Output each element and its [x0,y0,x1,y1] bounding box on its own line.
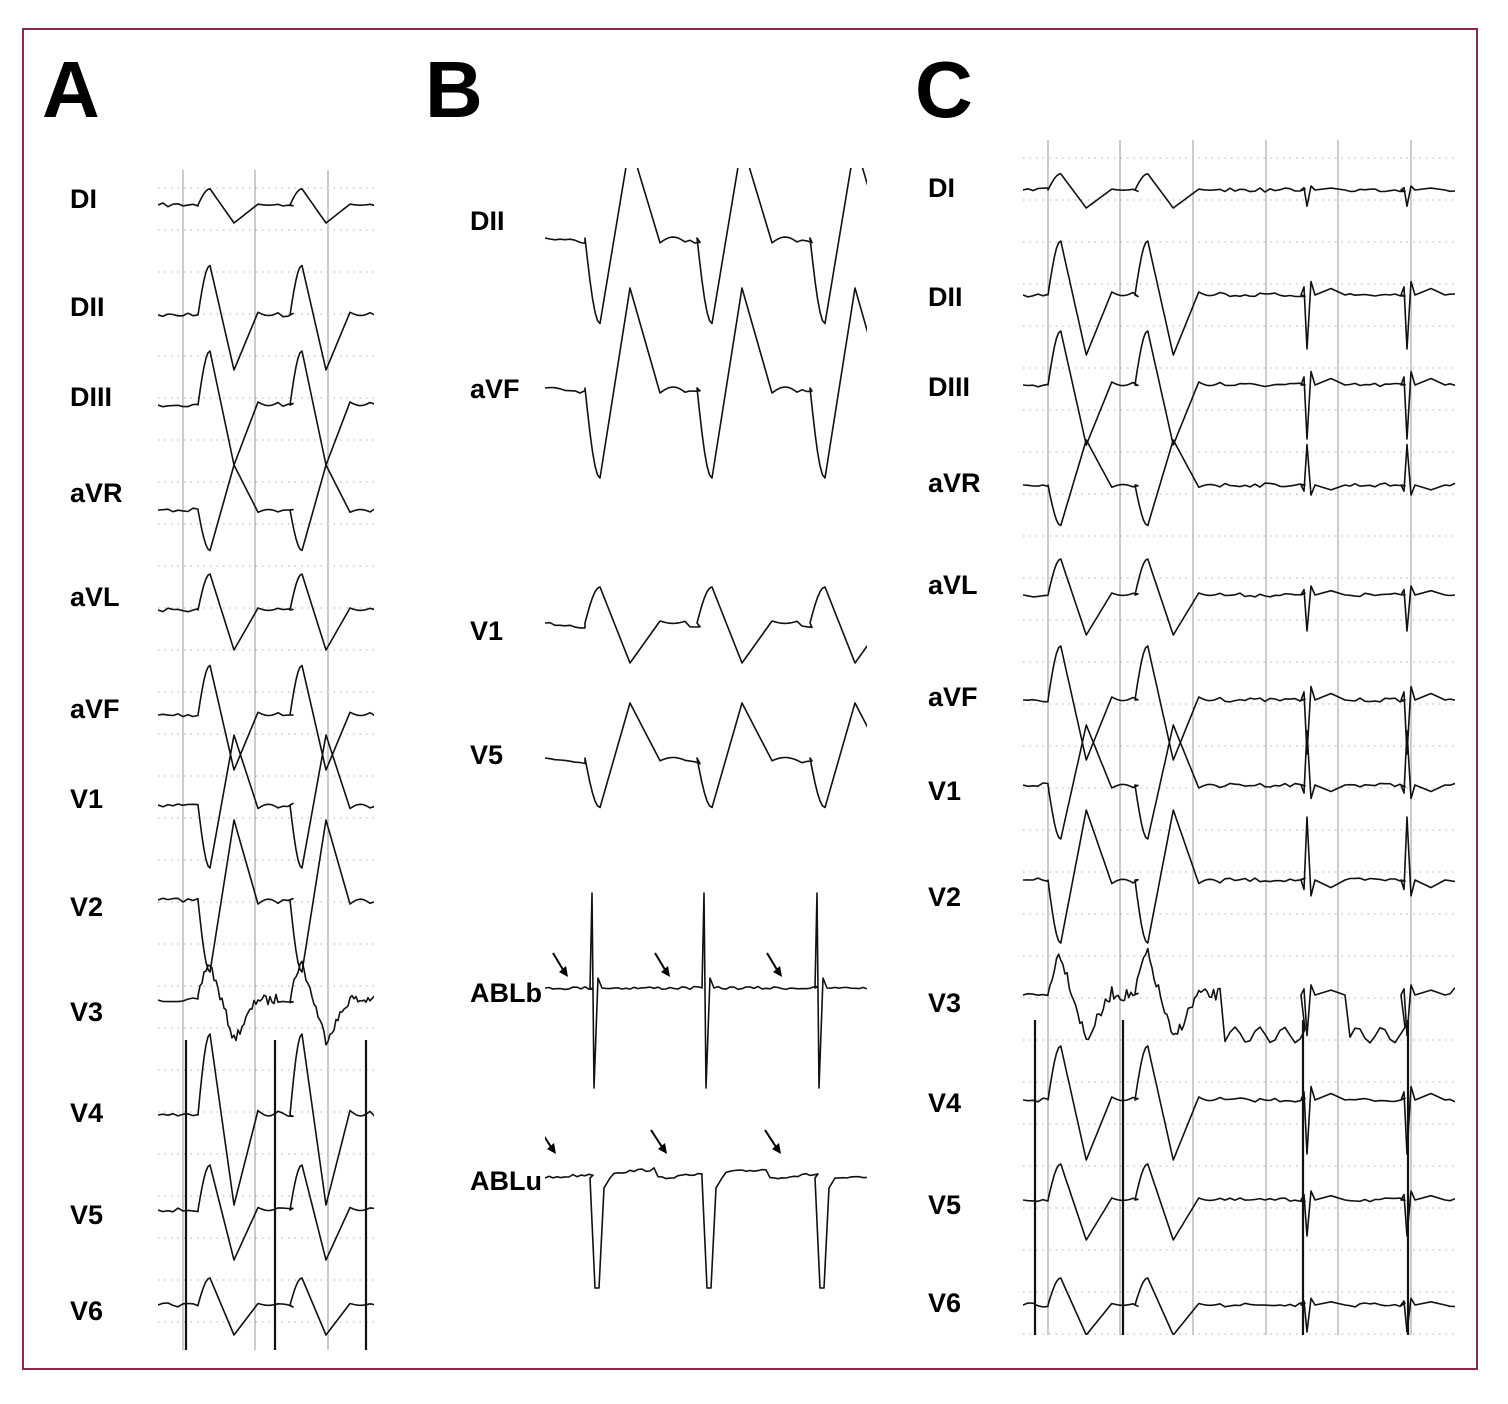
panel-a-trace-v1 [158,734,374,869]
panel-b-lead-label-ablu: ABLu [470,1166,542,1196]
panel-a-trace-avr [158,464,374,552]
panel-b-lead-label-v5: V5 [470,740,504,770]
panel-a-lead-label-v3: V3 [70,997,104,1027]
panel-a-lead-label-v4: V4 [70,1098,104,1128]
panel-a-trace-v6 [158,1277,374,1336]
panel-b-lead-label-v1: V1 [470,616,504,646]
panel-c-trace-dii [1023,240,1455,356]
panel-a-lead-label-diii: DIII [70,382,113,412]
panel-a-lead-label-avr: aVR [70,478,123,508]
panel-a-trace-diii [158,350,374,466]
panel-b-ecg-strip [545,168,867,1348]
panel-c-lead-label-avr: aVR [928,468,981,498]
panel-a-lead-label-v6: V6 [70,1296,104,1326]
panel-c-lead-label-v2: V2 [928,882,962,912]
panel-a-trace-dii [158,264,374,371]
panel-a-lead-label-v1: V1 [70,784,104,814]
panel-b-trace-v1 [545,586,867,664]
panel-b-label: B [425,45,483,134]
panel-b-trace-avf [545,287,867,479]
panel-c-ecg-strip [1023,140,1455,1335]
figure-frame [22,28,1478,1370]
panel-b-trace-ablu [545,1167,867,1289]
panel-a-ecg-strip [158,170,374,1350]
panel-a-trace-avl [158,573,374,651]
panel-c-trace-avl [1023,558,1455,636]
panel-c-trace-v6 [1023,1277,1455,1335]
panel-c-trace-v5 [1023,1163,1455,1241]
panel-c-lead-label-v6: V6 [928,1288,962,1318]
panel-b-arrow-icon [650,1129,667,1154]
panel-a-trace-v5 [158,1164,374,1261]
panel-c-trace-v3 [1023,947,1455,1044]
panel-c-lead-label-avf: aVF [928,682,978,712]
panel-a-trace-v4 [158,1033,374,1206]
panel-c-lead-label-v3: V3 [928,988,962,1018]
panel-b-lead-label-dii: DII [470,206,505,236]
panel-c-lead-label-di: DI [928,173,955,203]
panel-c-lead-label-diii: DIII [928,372,971,402]
panel-c-trace-v1 [1023,724,1455,840]
panel-c-trace-v4 [1023,1045,1455,1161]
panel-c-trace-avr [1023,439,1455,527]
panel-a-trace-v2 [158,819,374,973]
panel-c-trace-avf [1023,645,1455,761]
panel-c-lead-label-v4: V4 [928,1088,962,1118]
panel-a-trace-di [158,188,374,224]
panel-b-trace-ablb [545,892,867,1089]
panel-a-lead-label-v5: V5 [70,1200,104,1230]
panel-a-lead-label-di: DI [70,184,97,214]
panel-c-lead-label-v1: V1 [928,776,962,806]
panel-b-arrow-icon [654,952,670,977]
panel-c-lead-label-avl: aVL [928,570,978,600]
panel-c-trace-v2 [1023,809,1455,944]
panel-a-lead-label-v2: V2 [70,892,104,922]
panel-b-lead-label-ablb: ABLb [470,978,542,1008]
panel-c-trace-diii [1023,330,1455,446]
panel-a-trace-avf [158,664,374,771]
panel-b-arrow-icon [552,952,568,977]
panel-a-lead-label-avl: aVL [70,582,120,612]
panel-b-arrow-icon [766,952,782,977]
panel-b-arrow-icon [764,1129,781,1154]
panel-a-lead-label-avf: aVF [70,694,120,724]
panel-a-label: A [42,45,100,134]
panel-b-trace-dii [545,168,867,325]
panel-c-lead-label-dii: DII [928,282,963,312]
panel-a-trace-v3 [158,960,374,1046]
panel-b-lead-label-avf: aVF [470,374,520,404]
panel-c-trace-di [1023,173,1455,209]
panel-c-label: C [915,45,973,134]
panel-b-trace-v5 [545,702,867,809]
panel-a-lead-label-dii: DII [70,292,105,322]
panel-b-arrow-icon [545,1135,556,1154]
panel-c-lead-label-v5: V5 [928,1190,962,1220]
